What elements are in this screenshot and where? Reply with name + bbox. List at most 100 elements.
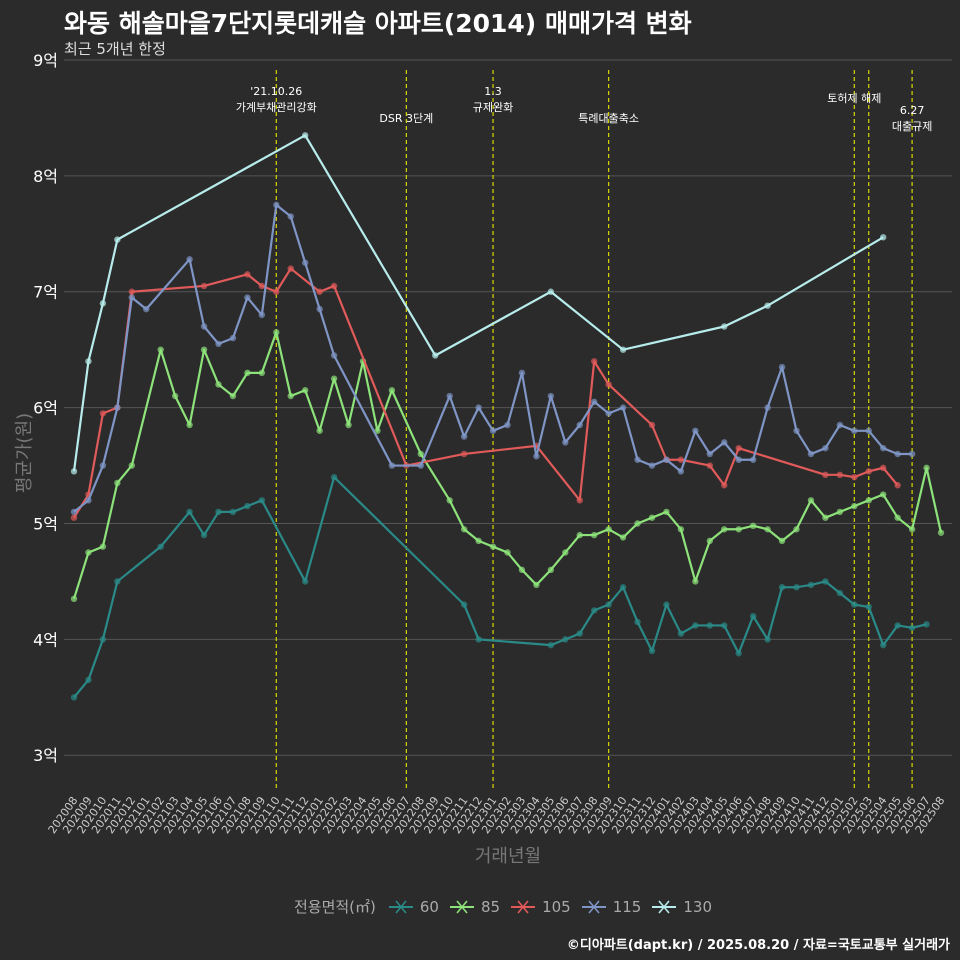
data-point-60 xyxy=(460,601,468,608)
data-point-85 xyxy=(171,392,179,400)
data-point-105 xyxy=(273,288,280,295)
data-point-85 xyxy=(735,526,742,533)
data-point-115 xyxy=(778,363,786,371)
data-point-115 xyxy=(114,404,121,411)
data-point-105 xyxy=(836,471,844,479)
data-point-85 xyxy=(200,346,208,353)
data-point-85 xyxy=(793,526,800,533)
data-point-115 xyxy=(330,352,338,359)
data-point-115 xyxy=(316,305,323,313)
data-point-105 xyxy=(99,410,107,417)
data-point-115 xyxy=(489,427,497,434)
data-point-85 xyxy=(70,595,78,603)
data-point-115 xyxy=(894,450,901,458)
data-point-60 xyxy=(330,473,338,481)
data-point-85 xyxy=(114,479,121,487)
data-point-60 xyxy=(807,581,815,589)
data-point-115 xyxy=(446,392,453,400)
data-point-85 xyxy=(533,581,540,589)
data-point-115 xyxy=(749,456,757,463)
legend-label: 130 xyxy=(683,897,712,916)
data-point-85 xyxy=(258,369,266,377)
data-point-60 xyxy=(619,584,627,591)
data-point-85 xyxy=(692,578,699,585)
data-point-60 xyxy=(894,622,901,629)
data-point-115 xyxy=(663,456,670,463)
legend-label: 85 xyxy=(480,897,501,916)
data-point-115 xyxy=(287,213,294,220)
data-point-60 xyxy=(735,650,742,657)
data-point-115 xyxy=(518,369,526,377)
data-point-60 xyxy=(215,508,222,516)
event-label: 규제완화 xyxy=(473,101,513,114)
data-point-115 xyxy=(143,305,150,313)
data-point-105 xyxy=(880,464,887,472)
y-axis-title: 평균가(원) xyxy=(14,412,35,494)
data-point-115 xyxy=(865,427,872,434)
x-axis-title: 거래년월 xyxy=(474,846,542,867)
data-point-85 xyxy=(446,497,453,504)
data-point-60 xyxy=(475,636,482,643)
data-point-60 xyxy=(562,636,569,643)
legend-swatch-icon xyxy=(581,899,606,914)
data-point-115 xyxy=(475,404,482,411)
data-point-60 xyxy=(547,641,555,649)
data-point-85 xyxy=(273,329,280,336)
data-point-85 xyxy=(547,566,555,574)
data-point-85 xyxy=(880,491,887,498)
data-point-60 xyxy=(229,508,237,516)
data-point-115 xyxy=(634,456,641,463)
data-point-85 xyxy=(99,543,107,550)
legend-items: 60 85 105 115 130 xyxy=(388,898,722,916)
data-point-115 xyxy=(619,404,627,411)
data-point-85 xyxy=(764,526,771,533)
data-point-60 xyxy=(836,589,844,597)
data-point-105 xyxy=(460,450,468,458)
data-point-60 xyxy=(692,622,699,629)
data-point-60 xyxy=(822,578,829,585)
data-point-85 xyxy=(591,531,598,539)
data-point-85 xyxy=(562,549,569,556)
data-point-115 xyxy=(417,462,424,469)
data-point-115 xyxy=(822,444,829,452)
data-point-115 xyxy=(591,398,598,406)
data-point-85 xyxy=(302,387,309,394)
data-point-115 xyxy=(576,421,583,429)
data-point-130 xyxy=(302,132,309,139)
data-point-85 xyxy=(634,520,641,527)
data-point-85 xyxy=(85,549,92,556)
data-point-105 xyxy=(200,282,208,290)
data-point-115 xyxy=(200,323,208,330)
chart-title: 와동 해솔마을7단지롯데캐슬 아파트(2014) 매매가격 변화 xyxy=(64,9,692,38)
data-point-105 xyxy=(894,482,901,489)
data-point-130 xyxy=(880,234,887,241)
data-point-85 xyxy=(316,427,323,434)
data-point-60 xyxy=(721,622,728,629)
data-point-85 xyxy=(330,375,338,382)
chart-subtitle: 최근 5개년 한정 xyxy=(64,40,166,58)
data-point-85 xyxy=(287,392,294,400)
data-point-85 xyxy=(778,537,786,545)
legend-title: 전용면적(㎡) xyxy=(293,898,376,916)
data-point-105 xyxy=(576,497,583,504)
data-point-60 xyxy=(114,578,121,585)
data-point-115 xyxy=(273,201,280,209)
data-point-60 xyxy=(923,621,930,628)
data-point-115 xyxy=(735,456,742,463)
data-point-115 xyxy=(851,427,858,434)
data-point-115 xyxy=(562,439,569,446)
y-tick-label: 4억 xyxy=(33,630,58,649)
data-point-105 xyxy=(70,514,78,521)
data-point-85 xyxy=(215,381,222,388)
data-point-60 xyxy=(648,647,656,655)
data-point-85 xyxy=(937,529,945,536)
data-point-60 xyxy=(157,543,164,550)
data-point-105 xyxy=(316,288,323,295)
data-point-60 xyxy=(865,603,872,611)
data-point-60 xyxy=(908,624,916,631)
data-point-60 xyxy=(764,636,771,643)
data-point-115 xyxy=(533,453,540,460)
y-tick-label: 6억 xyxy=(33,399,58,418)
data-point-60 xyxy=(749,612,757,620)
